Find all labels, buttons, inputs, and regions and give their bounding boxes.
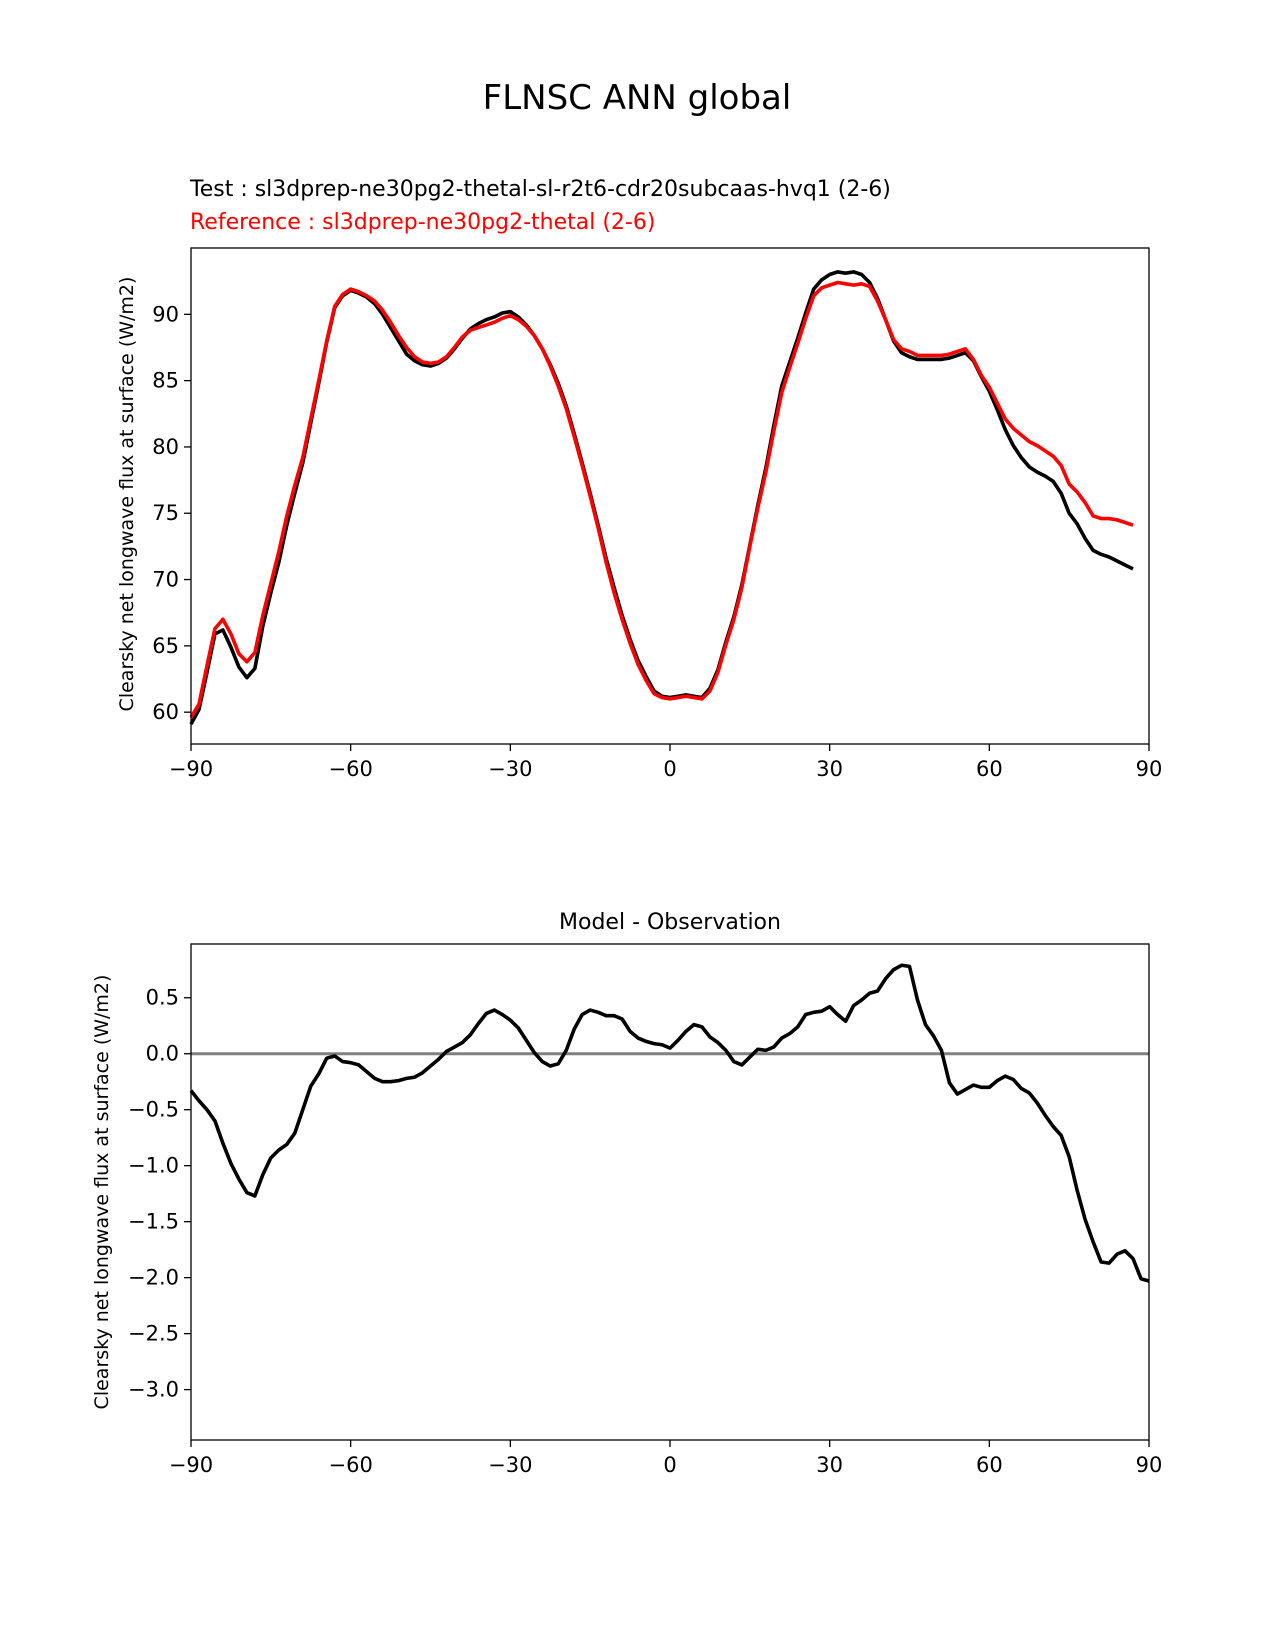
top-xtick-label: −30 [488,757,532,781]
top-ytick-label: 90 [152,302,179,326]
top-ytick-label: 80 [152,435,179,459]
bottom-axes-frame [190,943,1150,1441]
top-xtick-label: −60 [329,757,373,781]
top-ytick-label: 75 [152,501,179,525]
bottom-ytick-label: −0.5 [128,1098,179,1122]
bottom-panel: Model - Observation Clearsky net longwav… [91,910,1162,1477]
bottom-xtick-label: −60 [329,1453,373,1477]
bottom-ytick-label: −1.5 [128,1210,179,1234]
top-series-reference [189,280,1134,719]
top-ticks: −90 −60 −30 0 30 60 90 60 65 70 75 80 85 90 [152,302,1162,781]
bottom-ytick-label: 0.5 [146,986,179,1010]
bottom-xtick-label: −30 [488,1453,532,1477]
top-ytick-label: 65 [152,634,179,658]
test-label: Test : sl3dprep-ne30pg2-thetal-sl-r2t6-c… [189,177,891,202]
top-xtick-label: 90 [1136,757,1163,781]
bottom-lines [189,963,1150,1283]
top-xtick-label: 60 [976,757,1003,781]
top-xtick-label: −90 [169,757,213,781]
top-xtick-label: 30 [816,757,843,781]
reference-label: Reference : sl3dprep-ne30pg2-thetal (2-6… [190,210,655,235]
bottom-series-model-observation [189,963,1150,1283]
bottom-xtick-label: 0 [663,1453,676,1477]
top-lines [189,270,1134,725]
top-xtick-label: 0 [663,757,676,781]
bottom-xtick-label: −90 [169,1453,213,1477]
bottom-ytick-label: −1.0 [128,1154,179,1178]
bottom-ytick-label: 0.0 [146,1042,179,1066]
top-panel: Test : sl3dprep-ne30pg2-thetal-sl-r2t6-c… [116,177,1162,781]
top-axes-frame [190,247,1150,745]
bottom-ticks: −90 −60 −30 0 30 60 90 −3.0 −2.5 −2.0 −1.5 −1.0 −0.5… [128,986,1162,1477]
bottom-ytick-label: −2.5 [128,1322,179,1346]
top-ylabel: Clearsky net longwave flux at surface (W… [116,277,138,712]
bottom-xtick-label: 60 [976,1453,1003,1477]
figure-suptitle: FLNSC ANN global [483,78,792,118]
bottom-ytick-label: −2.0 [128,1266,179,1290]
bottom-xtick-label: 30 [816,1453,843,1477]
top-ytick-label: 85 [152,369,179,393]
bottom-title: Model - Observation [559,910,781,935]
bottom-ylabel: Clearsky net longwave flux at surface (W… [91,975,113,1410]
bottom-ytick-label: −3.0 [128,1378,179,1402]
top-ytick-label: 70 [152,568,179,592]
bottom-xtick-label: 90 [1136,1453,1163,1477]
top-ytick-label: 60 [152,700,179,724]
